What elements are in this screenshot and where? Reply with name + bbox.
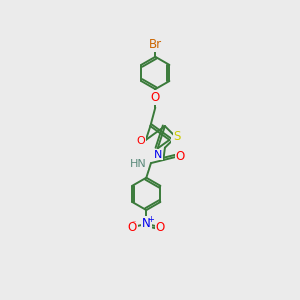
Text: O: O — [128, 221, 137, 234]
Text: S: S — [174, 130, 181, 142]
Text: N: N — [142, 218, 151, 230]
Text: O: O — [136, 136, 145, 146]
Text: O: O — [176, 150, 185, 164]
Text: Br: Br — [149, 38, 162, 51]
Text: ⁻: ⁻ — [132, 218, 136, 227]
Text: HN: HN — [130, 159, 147, 169]
Text: N: N — [154, 150, 163, 160]
Text: N: N — [171, 136, 180, 146]
Text: +: + — [147, 215, 154, 224]
Text: O: O — [156, 221, 165, 234]
Text: O: O — [151, 91, 160, 104]
